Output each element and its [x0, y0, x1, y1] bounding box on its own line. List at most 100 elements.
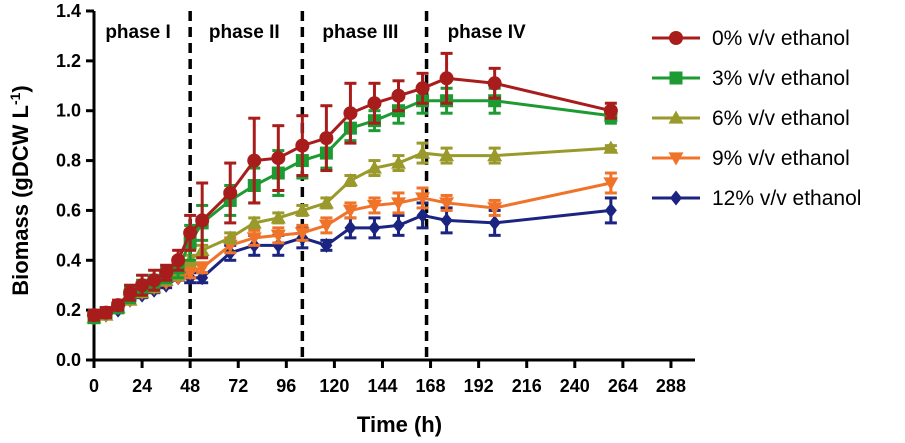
- data-point: [391, 155, 407, 169]
- data-point: [366, 160, 382, 174]
- x-tick-label: 120: [319, 376, 349, 396]
- data-point: [247, 153, 262, 168]
- data-point: [344, 220, 357, 236]
- data-point: [603, 140, 619, 154]
- data-point: [222, 230, 238, 244]
- legend-item: 12% v/v ethanol: [652, 187, 861, 210]
- data-point: [415, 145, 431, 159]
- y-axis-title-tail: ): [8, 85, 33, 92]
- data-point: [416, 207, 429, 223]
- data-point: [194, 262, 210, 276]
- y-tick-label: 1.4: [56, 1, 81, 21]
- x-tick-label: 96: [276, 376, 296, 396]
- legend-marker: [668, 110, 684, 124]
- legend-label: 3% v/v ethanol: [712, 67, 850, 90]
- x-tick-label: 0: [89, 376, 99, 396]
- series-9-v-v-ethanol: [86, 171, 619, 326]
- data-point: [318, 195, 334, 209]
- data-point: [99, 305, 114, 320]
- x-tick-label: 192: [464, 376, 494, 396]
- x-tick-label: 168: [416, 376, 446, 396]
- legend-item: 9% v/v ethanol: [652, 147, 850, 170]
- data-point: [603, 177, 619, 191]
- y-tick-label: 0.2: [56, 300, 81, 320]
- data-point: [183, 225, 198, 240]
- data-point: [135, 278, 150, 293]
- legend-label: 6% v/v ethanol: [712, 107, 850, 130]
- data-point: [439, 197, 455, 211]
- data-point: [488, 215, 501, 231]
- data-point: [294, 227, 310, 241]
- data-point: [487, 202, 503, 216]
- x-tick-label: 24: [132, 376, 152, 396]
- legend-label: 0% v/v ethanol: [712, 27, 850, 50]
- data-point: [487, 76, 502, 91]
- y-tick-label: 0.4: [56, 250, 81, 270]
- data-point: [368, 220, 381, 236]
- data-point: [391, 88, 406, 103]
- data-point: [87, 308, 101, 323]
- data-point: [159, 265, 174, 280]
- data-point: [295, 138, 310, 153]
- data-point: [604, 202, 617, 218]
- phase-label: phase IV: [448, 22, 526, 43]
- data-point: [366, 199, 382, 213]
- x-tick-label: 48: [180, 376, 200, 396]
- data-point: [171, 253, 186, 268]
- y-tick-label: 1.2: [56, 51, 81, 71]
- data-point: [246, 215, 262, 229]
- data-point: [391, 197, 407, 211]
- legend-item: 3% v/v ethanol: [652, 67, 850, 90]
- legend-marker: [670, 190, 682, 206]
- y-axis-title: Biomass (gDCW L-1): [7, 85, 33, 295]
- y-axis-title-superscript: -1: [7, 92, 23, 105]
- x-tick-label: 72: [228, 376, 248, 396]
- data-point: [195, 213, 210, 228]
- data-point: [319, 131, 334, 146]
- data-point: [603, 103, 618, 118]
- y-tick-label: 1.0: [56, 101, 81, 121]
- data-point: [147, 273, 162, 288]
- phase-label: phase III: [322, 22, 398, 43]
- series-line: [93, 76, 612, 317]
- data-point: [223, 185, 238, 200]
- y-tick-label: 0.6: [56, 200, 81, 220]
- data-point: [318, 219, 334, 233]
- legend-marker: [669, 31, 683, 45]
- data-point: [367, 96, 382, 111]
- data-point: [440, 212, 453, 228]
- data-point: [294, 202, 310, 217]
- phase-label: phase I: [105, 22, 170, 43]
- data-point: [111, 298, 126, 313]
- x-tick-label: 144: [367, 376, 397, 396]
- data-point: [439, 71, 454, 86]
- legend-item: 0% v/v ethanol: [652, 27, 850, 50]
- y-axis-title-main: Biomass (gDCW L: [8, 105, 33, 296]
- x-tick-label: 240: [560, 376, 590, 396]
- data-point: [342, 173, 358, 187]
- data-point: [439, 148, 455, 162]
- legend-label: 9% v/v ethanol: [712, 147, 850, 170]
- x-tick-label: 264: [608, 376, 638, 396]
- data-point: [123, 285, 138, 300]
- x-tick-label: 288: [656, 376, 686, 396]
- data-point: [487, 148, 503, 162]
- phase-label: phase II: [209, 22, 280, 43]
- data-point: [320, 237, 333, 253]
- legend-label: 12% v/v ethanol: [712, 187, 861, 210]
- data-point: [246, 232, 262, 246]
- series-0-v-v-ethanol: [87, 51, 618, 323]
- data-point: [342, 204, 358, 218]
- data-point: [415, 81, 430, 96]
- data-point: [270, 229, 286, 243]
- data-point: [343, 106, 358, 121]
- legend-marker: [669, 71, 683, 85]
- legend-item: 6% v/v ethanol: [652, 107, 850, 130]
- data-point: [182, 267, 198, 281]
- y-tick-label: 0.0: [56, 350, 81, 370]
- data-point: [415, 192, 431, 206]
- y-tick-label: 0.8: [56, 151, 81, 171]
- data-point: [270, 210, 286, 224]
- x-tick-label: 216: [512, 376, 542, 396]
